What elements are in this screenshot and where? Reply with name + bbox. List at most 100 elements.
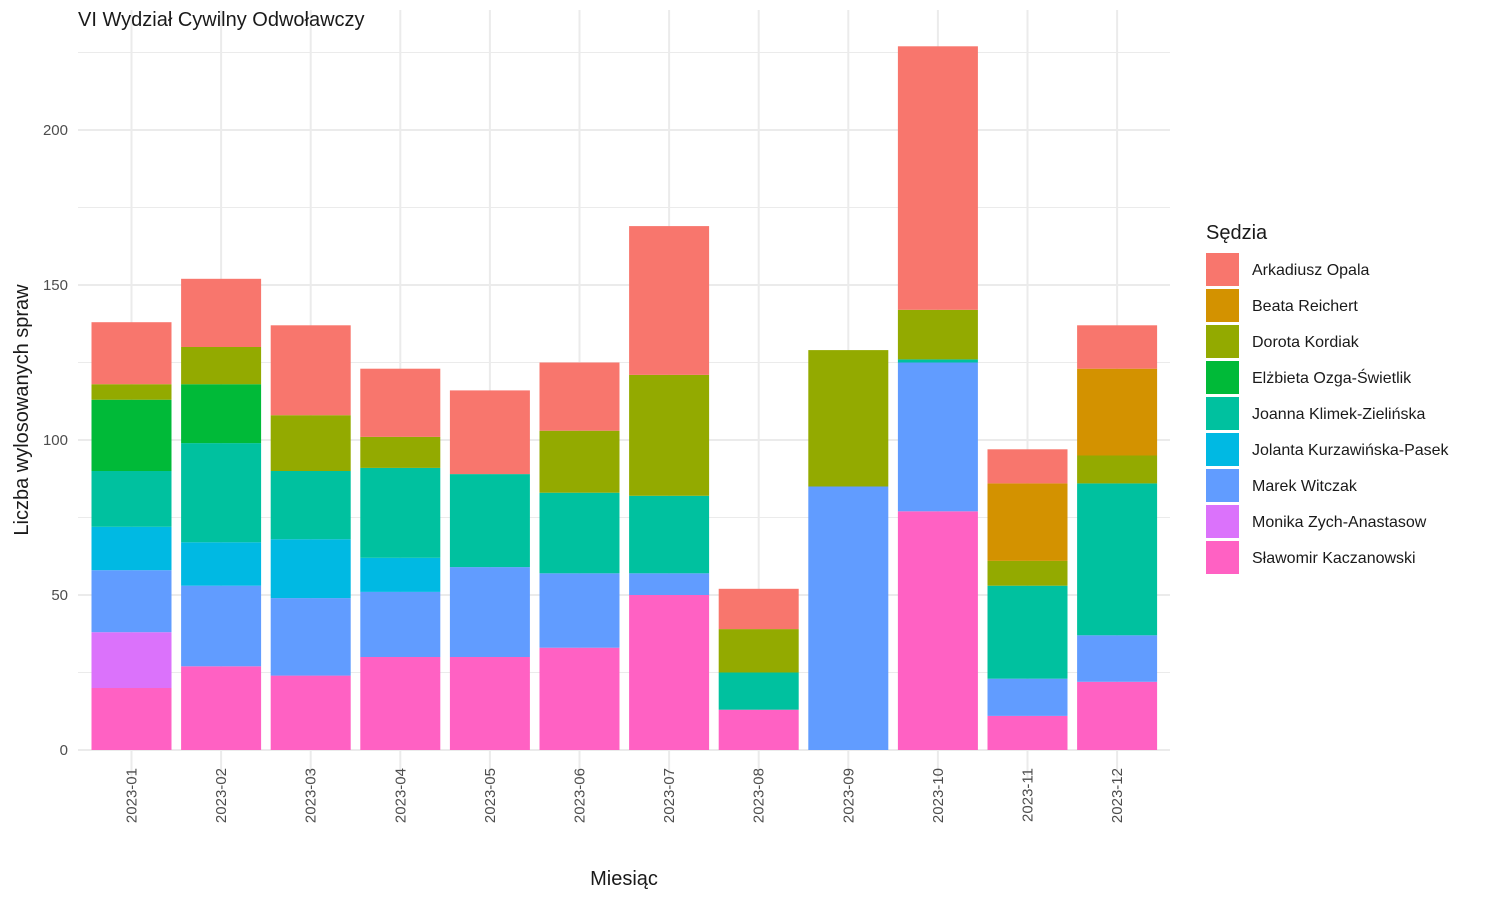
bar-segment	[629, 374, 710, 496]
bar-segment	[91, 632, 172, 688]
legend-label: Jolanta Kurzawińska-Pasek	[1252, 442, 1450, 459]
legend-title: Sędzia	[1206, 222, 1268, 244]
y-axis-title: Liczba wylosowanych spraw	[11, 284, 33, 536]
legend-label: Beata Reichert	[1252, 298, 1358, 315]
y-tick-label: 50	[51, 587, 68, 604]
bar-segment	[181, 347, 262, 385]
bar-segment	[897, 362, 978, 512]
bar-segment	[1077, 368, 1158, 456]
y-tick-label: 100	[43, 432, 68, 449]
bar-segment	[360, 591, 441, 657]
legend-key	[1206, 397, 1239, 430]
bar-segment	[91, 384, 172, 400]
bar-segment	[91, 471, 172, 527]
x-tick-label: 2023-07	[661, 768, 678, 823]
bar-segment	[91, 526, 172, 571]
bar-segment	[181, 585, 262, 667]
bar-segment	[987, 678, 1068, 716]
bar-segment	[539, 573, 620, 648]
legend-key	[1206, 325, 1239, 358]
bar-segment	[539, 430, 620, 493]
bar-segment	[270, 471, 351, 540]
bar-segment	[987, 715, 1068, 750]
bar-segment	[987, 560, 1068, 586]
bar-segment	[1077, 635, 1158, 682]
x-tick-label: 2023-04	[392, 768, 409, 823]
x-tick-label: 2023-06	[572, 768, 589, 823]
x-tick-label: 2023-10	[930, 768, 947, 823]
bar-segment	[718, 672, 799, 710]
bar-segment	[91, 399, 172, 471]
bar-segment	[91, 322, 172, 385]
x-tick-label: 2023-01	[124, 768, 141, 823]
bar-segment	[539, 492, 620, 574]
bar-segment	[449, 390, 530, 475]
x-tick-label: 2023-11	[1020, 768, 1037, 822]
x-tick-label: 2023-12	[1109, 768, 1126, 823]
bar-segment	[270, 598, 351, 676]
legend-label: Arkadiusz Opala	[1252, 262, 1369, 279]
bar-segment	[181, 278, 262, 347]
bar-segment	[718, 629, 799, 673]
bar-segment	[629, 573, 710, 595]
bar-segment	[718, 709, 799, 750]
bar-segment	[360, 467, 441, 558]
bar-segment	[181, 542, 262, 586]
bar-segment	[1077, 483, 1158, 636]
bar-segment	[270, 325, 351, 416]
bar-segment	[629, 495, 710, 574]
x-tick-label: 2023-03	[303, 768, 320, 823]
bar-segment	[629, 595, 710, 750]
bar-segment	[539, 362, 620, 431]
bar-segment	[897, 46, 978, 310]
legend-label: Sławomir Kaczanowski	[1252, 550, 1416, 567]
bar-segment	[1077, 455, 1158, 484]
bar-segment	[808, 350, 889, 487]
legend-key	[1206, 253, 1239, 286]
bar-segment	[897, 359, 978, 363]
y-tick-label: 200	[43, 122, 68, 139]
bars-layer	[91, 46, 1158, 750]
bar-segment	[449, 567, 530, 657]
bar-segment	[718, 588, 799, 630]
bar-segment	[181, 384, 262, 444]
legend-key	[1206, 433, 1239, 466]
bar-segment	[808, 486, 889, 750]
x-axis-title: Miesiąc	[590, 868, 658, 890]
bar-segment	[360, 557, 441, 592]
bar-segment	[449, 657, 530, 750]
axes-layer: 0 50 100 150 200 2023-01 2023-02 2023-03 2023-04…	[43, 122, 1126, 823]
legend-label: Monika Zych-Anastasow	[1252, 514, 1427, 531]
legend-key	[1206, 541, 1239, 574]
legend-label: Elżbieta Ozga-Świetlik	[1252, 368, 1412, 387]
bar-segment	[360, 657, 441, 750]
bar-segment	[1077, 681, 1158, 750]
legend-label: Joanna Klimek-Zielińska	[1252, 406, 1426, 423]
bar-segment	[360, 368, 441, 437]
bar-segment	[987, 483, 1068, 561]
bar-segment	[1077, 325, 1158, 369]
legend-label: Dorota Kordiak	[1252, 334, 1360, 351]
y-tick-label: 150	[43, 277, 68, 294]
bar-segment	[181, 443, 262, 543]
bar-segment	[449, 474, 530, 568]
chart-title: VI Wydział Cywilny Odwoławczy	[78, 9, 365, 31]
bar-segment	[270, 675, 351, 750]
bar-segment	[270, 415, 351, 471]
legend-label: Marek Witczak	[1252, 478, 1358, 495]
legend-key	[1206, 289, 1239, 322]
bar-segment	[181, 666, 262, 750]
legend-key	[1206, 505, 1239, 538]
bar-segment	[360, 436, 441, 468]
bar-segment	[270, 539, 351, 599]
legend: Sędzia Arkadiusz Opala Beata Reichert Doro…	[1206, 222, 1450, 574]
bar-segment	[897, 309, 978, 360]
x-tick-label: 2023-08	[751, 768, 768, 823]
bar-segment	[91, 570, 172, 633]
x-tick-label: 2023-09	[840, 768, 857, 823]
bar-segment	[987, 449, 1068, 484]
bar-segment	[987, 585, 1068, 679]
bar-segment	[629, 226, 710, 375]
bar-segment	[91, 688, 172, 750]
